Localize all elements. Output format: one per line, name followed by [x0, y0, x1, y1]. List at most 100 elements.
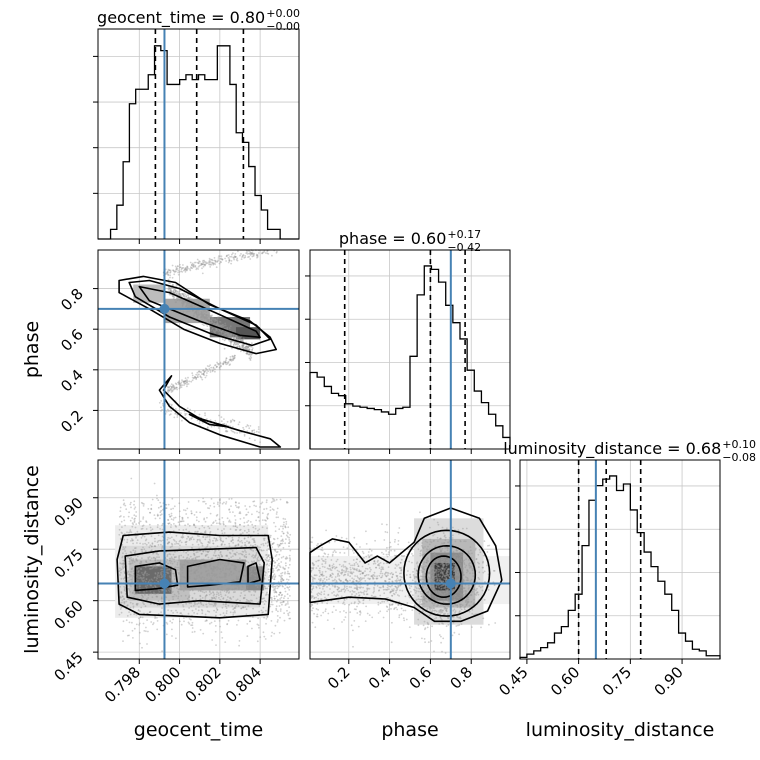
sample-point [197, 313, 199, 316]
sample-point [188, 602, 191, 605]
sample-point [161, 570, 163, 573]
sample-point [178, 558, 181, 560]
sample-point [147, 593, 150, 596]
sample-point [432, 573, 435, 576]
sample-point [245, 425, 248, 428]
sample-point [118, 528, 121, 531]
sample-point [221, 324, 224, 327]
sample-point [251, 342, 253, 345]
sample-point [217, 528, 219, 531]
sample-point [206, 573, 209, 575]
sample-point [226, 328, 229, 330]
sample-point [178, 599, 181, 602]
sample-point [234, 504, 237, 507]
sample-point [204, 310, 207, 312]
sample-point [160, 597, 163, 600]
sample-point [214, 550, 216, 552]
sample-point [212, 319, 215, 321]
sample-point [173, 558, 175, 561]
sample-point [255, 253, 258, 256]
sample-point [228, 568, 231, 571]
sample-point [257, 529, 259, 532]
sample-point [133, 521, 136, 523]
sample-point [274, 561, 277, 564]
sample-point [402, 617, 405, 620]
sample-point [247, 524, 250, 526]
sample-point [217, 427, 220, 429]
sample-point [204, 566, 207, 569]
sample-point [161, 548, 163, 550]
sample-point [202, 550, 205, 553]
sample-point [217, 330, 220, 333]
sample-point [184, 414, 187, 416]
sample-point [193, 612, 196, 614]
sample-point [187, 536, 190, 538]
sample-point [150, 504, 153, 506]
sample-point [172, 291, 174, 293]
sample-point [210, 263, 212, 265]
sample-point [234, 334, 237, 337]
sample-point [183, 384, 185, 386]
sample-point [215, 554, 217, 557]
sample-point [222, 325, 224, 328]
sample-point [278, 528, 281, 531]
sample-point [288, 557, 291, 559]
sample-point [351, 577, 354, 580]
sample-point [248, 505, 251, 508]
sample-point [145, 626, 147, 629]
sample-point [172, 389, 175, 391]
sample-point [196, 258, 199, 261]
sample-point [219, 325, 221, 328]
sample-point [236, 345, 239, 348]
sample-point [224, 603, 227, 605]
sample-point [425, 597, 427, 600]
sample-point [177, 271, 180, 274]
sample-point [168, 386, 170, 389]
sample-point [140, 548, 143, 551]
sample-point [184, 577, 187, 579]
sample-point [168, 513, 171, 516]
sample-point [208, 593, 211, 596]
sample-point [272, 500, 274, 502]
sample-point [364, 580, 367, 582]
sample-point [198, 264, 201, 267]
sample-point [280, 580, 283, 583]
sample-point [442, 590, 444, 592]
sample-point [161, 535, 164, 538]
sample-point [286, 586, 289, 589]
sample-point [214, 364, 217, 366]
sample-point [361, 577, 364, 580]
sample-point [379, 562, 382, 564]
sample-point [158, 576, 161, 579]
sample-point [227, 256, 230, 259]
sample-point [279, 549, 282, 552]
sample-point [245, 508, 248, 511]
sample-point [319, 570, 321, 572]
sample-point [199, 589, 202, 592]
sample-point [232, 525, 235, 528]
sample-point [250, 253, 253, 255]
sample-point [172, 598, 175, 601]
sample-point [229, 334, 232, 337]
sample-point [144, 539, 147, 542]
sample-point [282, 532, 285, 535]
sample-point [438, 593, 441, 596]
sample-point [203, 310, 206, 313]
sample-point [471, 608, 474, 611]
sample-point [263, 635, 266, 638]
sample-point [123, 597, 125, 600]
sample-point [181, 267, 184, 269]
sample-point [143, 503, 145, 505]
sample-point [192, 315, 195, 317]
sample-point [145, 520, 148, 522]
sample-point [219, 593, 222, 596]
sample-point [208, 314, 210, 317]
sample-point [243, 555, 246, 558]
sample-point [253, 594, 256, 597]
sample-point [202, 315, 205, 318]
sample-point [243, 521, 246, 524]
sample-point [201, 267, 203, 270]
sample-point [145, 630, 147, 633]
sample-point [199, 511, 202, 514]
sample-point [171, 284, 174, 286]
